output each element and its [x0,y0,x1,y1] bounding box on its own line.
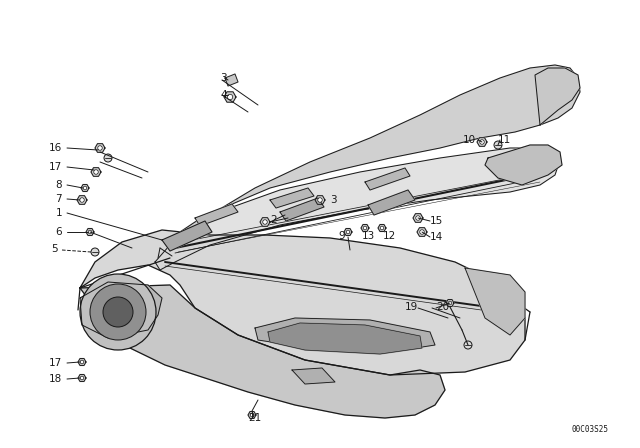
Polygon shape [535,68,580,125]
Text: 16: 16 [49,143,62,153]
Circle shape [80,274,156,350]
Polygon shape [81,185,89,191]
Polygon shape [413,214,423,222]
Circle shape [346,230,350,234]
Text: 21: 21 [248,413,261,423]
Circle shape [80,376,84,380]
Text: 4: 4 [220,90,227,100]
Circle shape [317,198,323,202]
Polygon shape [292,368,335,384]
Polygon shape [78,375,86,381]
Text: 10: 10 [463,135,476,145]
Polygon shape [180,65,580,232]
Polygon shape [270,188,314,208]
Text: 12: 12 [383,231,396,241]
Polygon shape [95,144,105,152]
Text: 18: 18 [49,374,62,384]
Polygon shape [344,228,352,236]
Polygon shape [77,196,87,204]
Polygon shape [162,221,212,251]
Polygon shape [255,318,435,352]
Circle shape [380,226,384,230]
Text: 6: 6 [56,227,62,237]
Circle shape [93,170,99,174]
Text: 1: 1 [56,208,62,218]
Circle shape [464,341,472,349]
Text: 13: 13 [362,231,375,241]
Polygon shape [224,92,236,102]
Polygon shape [361,224,369,232]
Text: 20: 20 [436,302,449,312]
Polygon shape [465,268,525,335]
Circle shape [104,154,112,162]
Circle shape [494,141,502,149]
Polygon shape [477,138,487,146]
Text: 5: 5 [51,244,58,254]
Circle shape [448,301,452,305]
Circle shape [83,186,87,190]
Polygon shape [485,145,562,185]
Circle shape [420,230,424,234]
Polygon shape [417,228,427,237]
Polygon shape [248,412,256,418]
Polygon shape [225,74,238,86]
Circle shape [250,413,254,417]
Polygon shape [368,190,415,215]
Text: 17: 17 [49,162,62,172]
Circle shape [416,216,420,220]
Text: 8: 8 [56,180,62,190]
Text: 19: 19 [404,302,418,312]
Text: 15: 15 [430,216,444,226]
Circle shape [91,248,99,256]
Polygon shape [80,285,445,418]
Polygon shape [365,168,410,190]
Text: 3: 3 [220,73,227,83]
Polygon shape [80,230,525,375]
Circle shape [263,220,268,224]
Text: 17: 17 [49,358,62,368]
Circle shape [480,140,484,144]
Text: 9: 9 [339,231,345,241]
Circle shape [80,360,84,364]
Circle shape [98,146,102,150]
Circle shape [90,284,146,340]
Circle shape [88,230,92,234]
Text: 00C03S25: 00C03S25 [572,426,609,435]
Text: 7: 7 [56,194,62,204]
Polygon shape [268,323,422,354]
Polygon shape [195,204,238,226]
Polygon shape [78,358,86,366]
Text: 2: 2 [270,215,276,225]
Polygon shape [378,224,386,232]
Polygon shape [315,196,325,204]
Polygon shape [80,282,162,338]
Polygon shape [91,168,101,177]
Circle shape [103,297,133,327]
Text: 11: 11 [498,135,511,145]
Circle shape [80,198,84,202]
Text: 14: 14 [430,232,444,242]
Polygon shape [155,148,560,270]
Text: 3: 3 [330,195,337,205]
Polygon shape [260,218,270,226]
Polygon shape [280,198,324,221]
Polygon shape [86,228,94,236]
Polygon shape [446,300,454,306]
Circle shape [227,94,233,100]
Circle shape [364,226,367,230]
